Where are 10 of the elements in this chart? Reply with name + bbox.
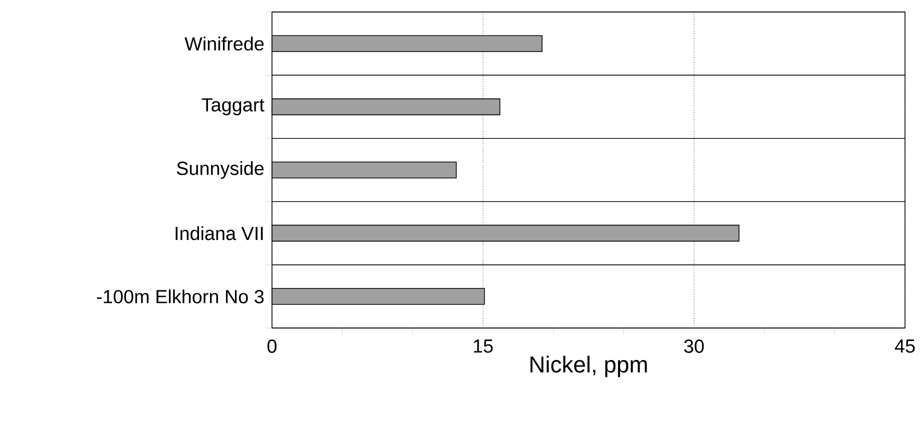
x-tick-label: 45 (894, 340, 915, 353)
y-tick-label: Sunnyside (176, 161, 264, 179)
y-tick-label: Winifrede (184, 36, 264, 51)
y-tick-label: -100m Elkhorn No 3 (96, 289, 264, 304)
x-tick-label: 30 (684, 340, 704, 353)
y-tick-label: Taggart (202, 98, 264, 116)
x-tick-label: 15 (474, 340, 493, 353)
x-tick-label: 0 (267, 340, 277, 353)
x-axis-title: Nickel, ppm (530, 356, 647, 378)
y-tick-label: Indiana VII (176, 226, 263, 240)
